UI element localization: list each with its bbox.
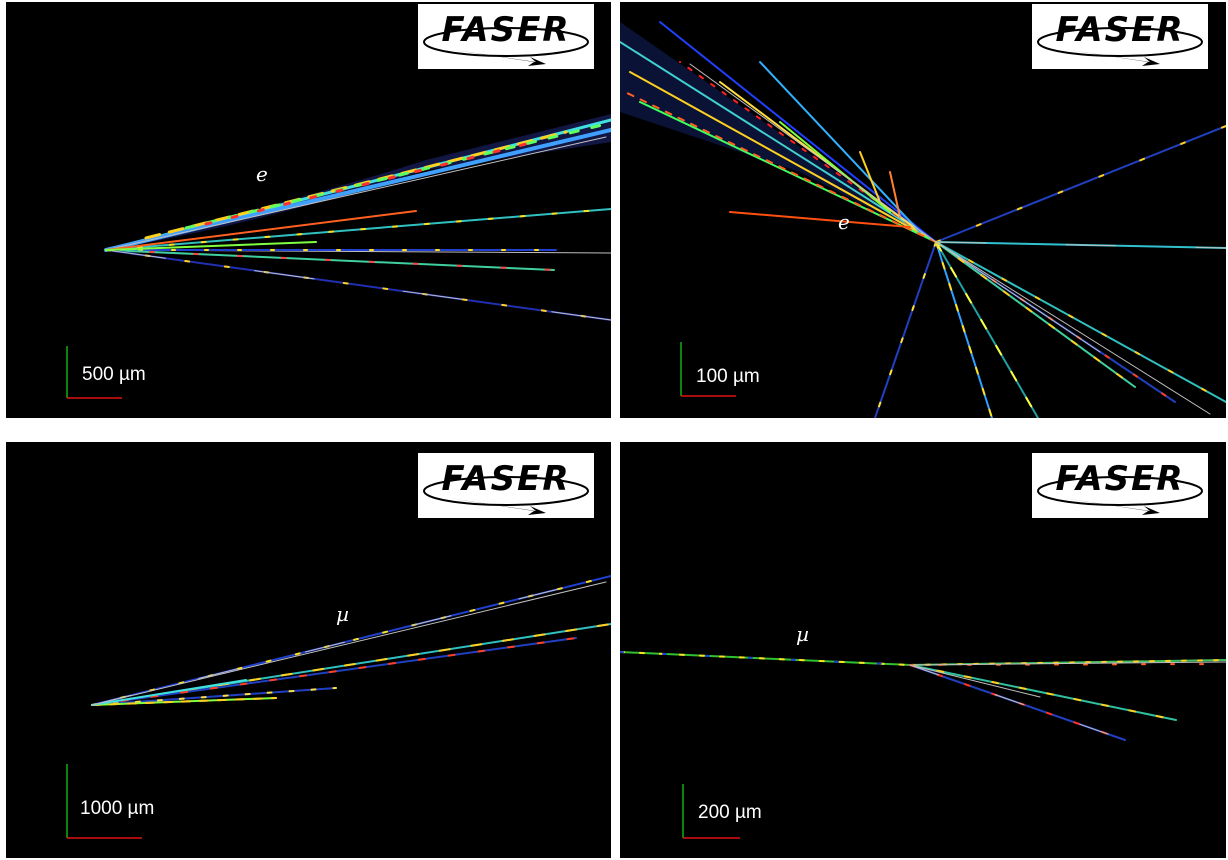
faser-logo-text: FASER <box>1055 10 1185 50</box>
track-group <box>620 651 1226 741</box>
track-group <box>91 575 611 706</box>
scale-axes-icon <box>66 764 142 839</box>
panel-top-right: FASER e 100 µm <box>620 2 1226 418</box>
faser-logo-text: FASER <box>441 459 571 499</box>
track-display <box>620 651 1226 741</box>
track-group <box>620 21 1226 418</box>
particle-label: e <box>838 210 850 234</box>
faser-logo: FASER <box>418 453 594 518</box>
faser-logo-swoosh-icon <box>423 476 589 515</box>
scale-bar-label: 100 µm <box>696 366 760 387</box>
faser-logo: FASER <box>1032 4 1208 69</box>
panel-top-left: FASER e 500 µm <box>6 2 611 418</box>
scale-bar-label: 200 µm <box>698 802 762 823</box>
faser-logo-text: FASER <box>441 10 571 50</box>
faser-logo-text: FASER <box>1055 459 1185 499</box>
scale-bar-label: 500 µm <box>82 364 146 385</box>
faser-logo: FASER <box>1032 453 1208 518</box>
faser-logo-swoosh-icon <box>1037 476 1203 515</box>
panel-bottom-right: FASER µ 200 µm <box>620 442 1226 858</box>
panel-bottom-left: FASER µ 1000 µm <box>6 442 611 858</box>
track-display <box>620 21 1226 418</box>
particle-label: µ <box>336 602 349 626</box>
scale-bar-label: 1000 µm <box>80 798 155 819</box>
particle-label: e <box>256 162 268 186</box>
faser-logo: FASER <box>418 4 594 69</box>
track-group <box>104 114 611 321</box>
particle-label: µ <box>796 622 809 646</box>
scale-axes-icon <box>682 784 740 839</box>
track-display <box>104 114 611 321</box>
scale-axes-icon <box>66 346 122 399</box>
scale-axes-icon <box>680 342 736 397</box>
faser-logo-swoosh-icon <box>1037 27 1203 66</box>
faser-logo-swoosh-icon <box>423 27 589 66</box>
track-display <box>91 575 611 706</box>
